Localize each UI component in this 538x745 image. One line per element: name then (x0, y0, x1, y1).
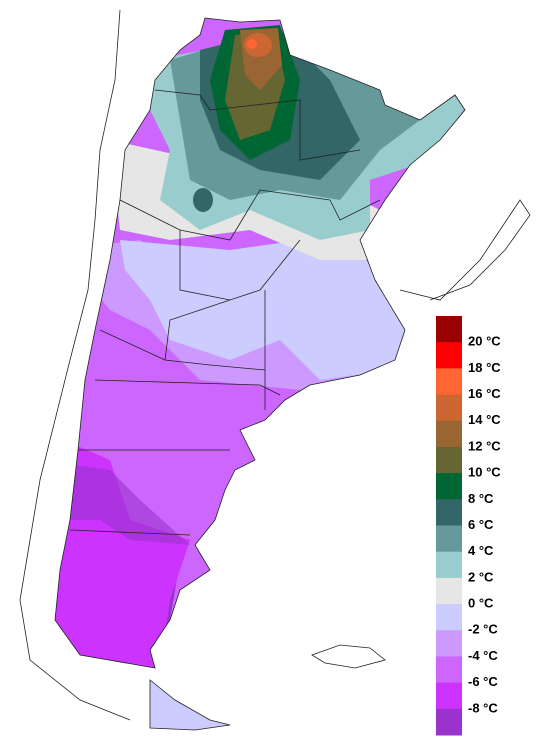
legend-label: 6 °C (468, 517, 494, 532)
legend-label: 0 °C (468, 596, 494, 611)
legend-swatch (436, 630, 462, 657)
legend-swatch (436, 420, 462, 448)
legend-swatch (436, 525, 462, 553)
legend-swatch (436, 708, 462, 736)
legend-swatch (436, 342, 462, 369)
legend-swatch (436, 394, 462, 422)
legend-swatch (436, 499, 462, 526)
legend-swatch (436, 316, 462, 343)
legend-swatch (436, 656, 462, 684)
legend-label: 14 °C (468, 412, 501, 427)
legend-swatch (436, 473, 462, 500)
outline (19, 9, 531, 731)
legend-label: 8 °C (468, 491, 494, 506)
legend-label: -6 °C (468, 674, 498, 689)
legend-label: 2 °C (468, 569, 494, 584)
legend-label: 20 °C (468, 334, 501, 349)
legend-label: 12 °C (468, 438, 501, 453)
legend-label: -4 °C (468, 648, 498, 663)
legend: 20 °C 18 °C 16 °C 14 °C 12 °C 10 °C 8 °C 6 °C 4 … (436, 316, 501, 736)
legend-swatch (436, 577, 462, 605)
legend-swatch (436, 368, 462, 396)
legend-label: -2 °C (468, 622, 498, 637)
legend-label: 4 °C (468, 543, 494, 558)
legend-label: -8 °C (468, 700, 498, 715)
legend-label: 10 °C (468, 465, 501, 480)
legend-label: 16 °C (468, 386, 501, 401)
legend-swatch (436, 551, 462, 579)
legend-swatch (436, 682, 462, 710)
legend-swatch (436, 446, 462, 474)
legend-label: 18 °C (468, 360, 501, 375)
legend-swatch (436, 604, 462, 631)
